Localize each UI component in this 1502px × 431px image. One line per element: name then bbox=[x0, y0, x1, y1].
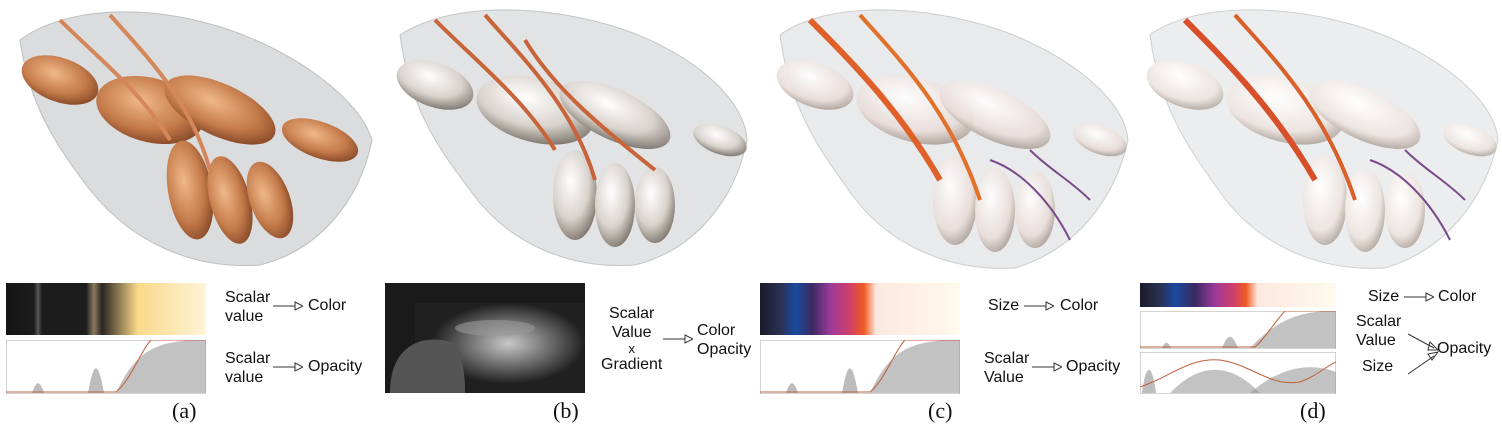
to-label-d2: Opacity bbox=[1437, 340, 1492, 357]
from-label-a1: Scalar value bbox=[225, 289, 271, 325]
panel-a: Scalar value Color Scalar value Opacity … bbox=[0, 0, 375, 431]
from-label-d3: Size bbox=[1362, 358, 1394, 375]
arrow-icon bbox=[273, 301, 303, 311]
to-label-a2: Opacity bbox=[308, 358, 363, 375]
hand-render-c bbox=[776, 9, 1129, 269]
to-label-a1: Color bbox=[308, 297, 347, 314]
from-label-b: Scalar Value x Gradient bbox=[601, 305, 663, 373]
color-transfer-strip-c bbox=[760, 283, 960, 335]
caption-a: (a) bbox=[172, 398, 197, 423]
from-label-c1: Size bbox=[988, 297, 1020, 314]
hand-render-d bbox=[1146, 9, 1499, 269]
opacity-transfer-plot-d2 bbox=[1140, 352, 1336, 394]
2d-transfer-function-b bbox=[385, 283, 585, 393]
caption-d: (d) bbox=[1300, 398, 1326, 423]
to-label-b: Color Opacity bbox=[697, 322, 752, 358]
panel-b: Scalar Value x Gradient Color Opacity (b… bbox=[375, 0, 752, 431]
hand-render-a bbox=[19, 11, 373, 267]
arrow-icon bbox=[1404, 292, 1434, 302]
from-label-d1: Size bbox=[1368, 288, 1400, 305]
caption-b: (b) bbox=[553, 398, 579, 423]
panel-c: Size Color Scalar Value Opacity (c) bbox=[750, 0, 1130, 431]
from-label-c2: Scalar Value bbox=[984, 350, 1030, 386]
opacity-transfer-plot-c bbox=[760, 340, 960, 394]
hand-render-b bbox=[396, 9, 748, 267]
to-label-c1: Color bbox=[1060, 297, 1099, 314]
arrow-icon bbox=[1024, 301, 1054, 311]
from-label-d2: Scalar Value bbox=[1356, 313, 1402, 349]
merge-arrow-icon bbox=[1407, 333, 1440, 375]
color-transfer-strip-d bbox=[1140, 283, 1336, 307]
color-transfer-strip-a bbox=[6, 283, 206, 335]
arrow-icon bbox=[663, 334, 693, 344]
to-label-c2: Opacity bbox=[1066, 358, 1121, 375]
caption-c: (c) bbox=[928, 398, 953, 423]
opacity-transfer-plot-d1 bbox=[1140, 311, 1336, 349]
arrow-icon bbox=[273, 362, 303, 372]
to-label-d1: Color bbox=[1438, 288, 1477, 305]
from-label-a2: Scalar value bbox=[225, 350, 271, 386]
arrow-icon bbox=[1032, 362, 1062, 372]
panel-d: Size Color Scalar Value Size Opacity (d) bbox=[1130, 0, 1502, 431]
opacity-transfer-plot-a bbox=[6, 340, 206, 394]
